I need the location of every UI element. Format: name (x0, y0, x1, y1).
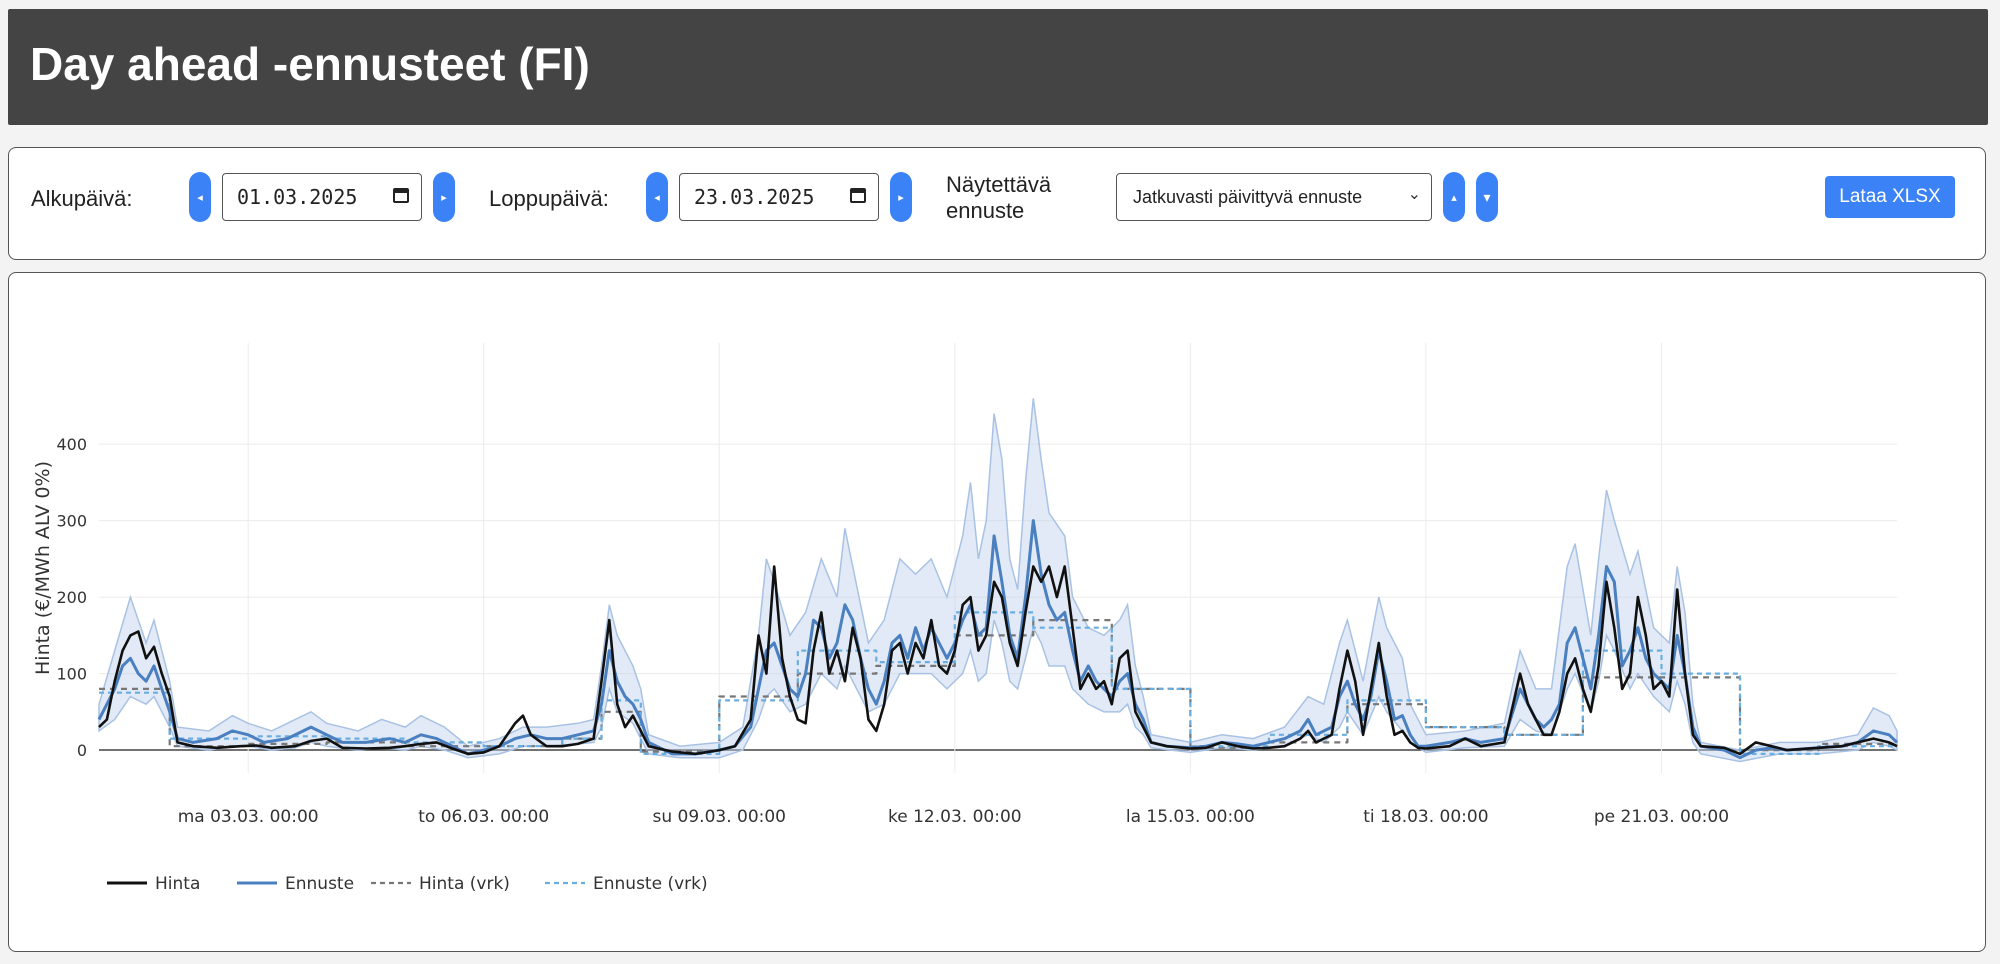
legend-label: Ennuste (vrk) (593, 874, 708, 894)
forecast-down-button[interactable]: ▾ (1476, 172, 1498, 222)
chevron-left-icon: ◂ (197, 191, 203, 204)
chevron-right-icon: ▸ (441, 191, 447, 204)
page-header: Day ahead -ennusteet (FI) (8, 9, 1988, 125)
download-xlsx-button[interactable]: Lataa XLSX (1825, 176, 1955, 218)
y-tick-label: 200 (56, 588, 87, 607)
forecast-up-button[interactable]: ▴ (1443, 172, 1465, 222)
legend-label: Ennuste (285, 874, 354, 894)
chevron-right-icon: ▸ (898, 191, 904, 204)
x-tick-label: ke 12.03. 00:00 (888, 807, 1022, 827)
x-tick-label: la 15.03. 00:00 (1126, 807, 1255, 827)
x-tick-label: ma 03.03. 00:00 (178, 807, 319, 827)
chart-panel: 0 100 200 300 400 ma 03.03. 00:00 to 06.03. 00… (8, 272, 1986, 952)
start-date-prev-button[interactable]: ◂ (189, 172, 211, 222)
forecast-label-line2: ennuste (946, 198, 1025, 223)
x-tick-label: su 09.03. 00:00 (653, 807, 787, 827)
calendar-icon[interactable] (850, 188, 866, 203)
controls-panel: Alkupäivä: ◂ 01.03.2025 ▸ Loppupäivä: ◂ … (8, 147, 1986, 260)
chevron-down-icon: ⌄ (1407, 186, 1421, 203)
caret-down-icon: ▾ (1483, 188, 1491, 205)
forecast-label-line1: Näytettävä (946, 172, 1052, 197)
end-date-label: Loppupäivä: (489, 186, 609, 211)
y-tick-label: 300 (56, 512, 87, 531)
price-line (98, 565, 1898, 756)
forecast-range-band (98, 398, 1898, 763)
forecast-select-value: Jatkuvasti päivittyvä ennuste (1133, 186, 1363, 207)
end-date-value: 23.03.2025 (694, 185, 815, 209)
start-date-label: Alkupäivä: (31, 186, 133, 211)
caret-up-icon: ▴ (1451, 191, 1457, 204)
legend-label: Hinta (155, 874, 200, 894)
end-date-input[interactable]: 23.03.2025 (679, 173, 879, 221)
y-tick-label: 400 (56, 435, 87, 454)
forecast-select[interactable]: Jatkuvasti päivittyvä ennuste ⌄ (1116, 173, 1432, 221)
y-axis-label: Hinta (€/MWh ALV 0%) (32, 461, 54, 675)
x-tick-label: ti 18.03. 00:00 (1363, 807, 1488, 827)
start-date-next-button[interactable]: ▸ (433, 172, 455, 222)
price-chart: 0 100 200 300 400 ma 03.03. 00:00 to 06.03. 00… (32, 343, 1899, 894)
y-tick-label: 100 (56, 665, 87, 684)
chevron-left-icon: ◂ (654, 191, 660, 204)
end-date-next-button[interactable]: ▸ (890, 172, 912, 222)
start-date-input[interactable]: 01.03.2025 (222, 173, 422, 221)
y-tick-label: 0 (77, 741, 87, 760)
legend-label: Hinta (vrk) (419, 874, 510, 894)
calendar-icon[interactable] (393, 188, 409, 203)
start-date-value: 01.03.2025 (237, 185, 358, 209)
x-tick-label: to 06.03. 00:00 (418, 807, 549, 827)
end-date-prev-button[interactable]: ◂ (646, 172, 668, 222)
page-title: Day ahead -ennusteet (FI) (30, 38, 590, 90)
x-tick-label: pe 21.03. 00:00 (1594, 807, 1729, 827)
